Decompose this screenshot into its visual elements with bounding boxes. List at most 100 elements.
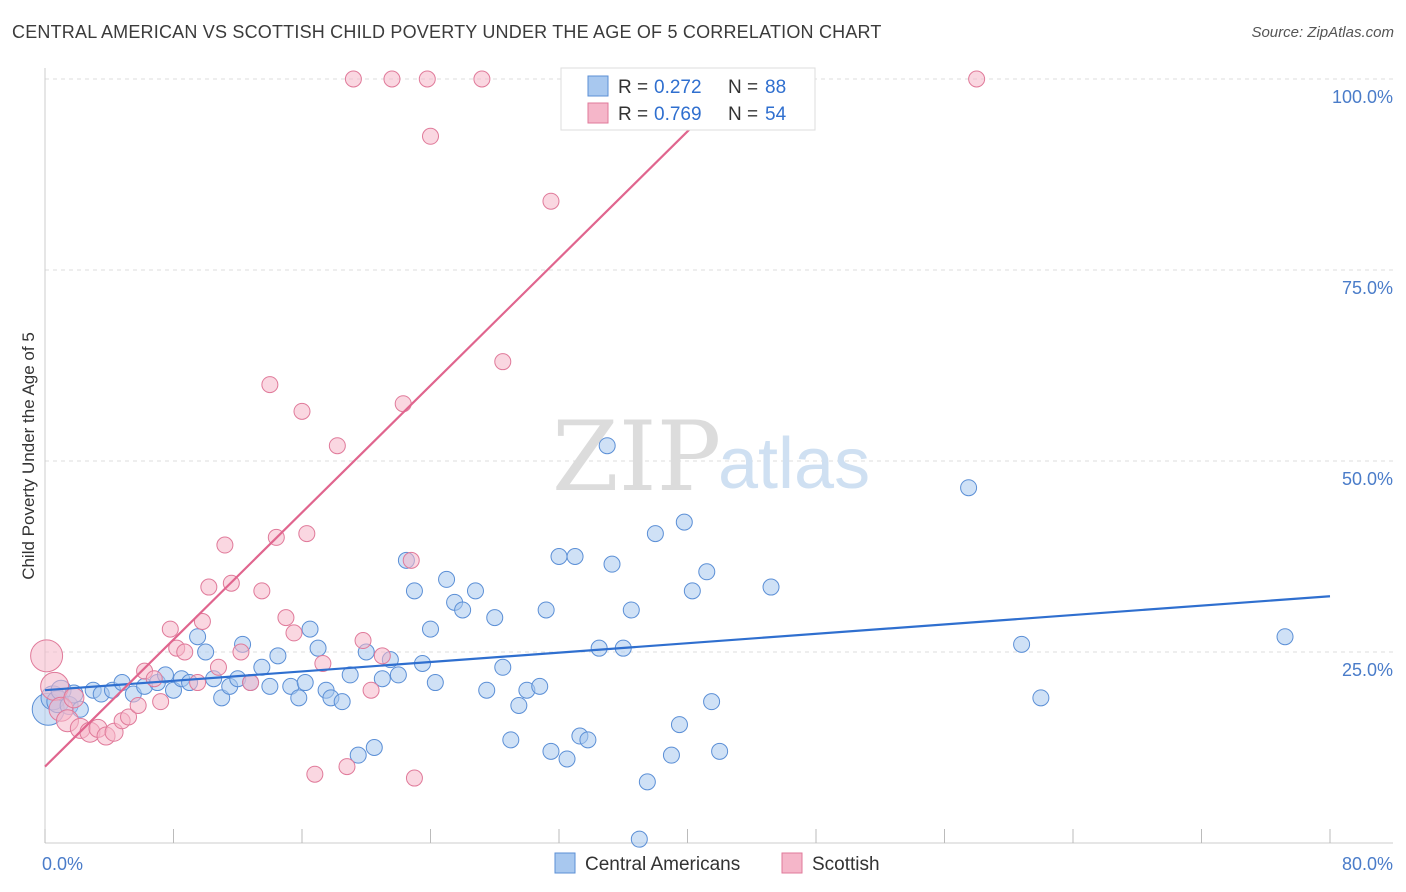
scottish-point-48 [473, 70, 491, 88]
scottish-point-49 [494, 353, 512, 371]
scottish-point-14 [145, 670, 163, 688]
chart-title: CENTRAL AMERICAN VS SCOTTISH CHILD POVER… [12, 22, 882, 42]
central-americans-point-86 [1276, 628, 1294, 646]
legend-r-label-2: R = [618, 104, 648, 125]
central-americans-point-76 [670, 716, 688, 734]
scottish-point-44 [402, 551, 420, 569]
scottish-point-37 [338, 758, 356, 776]
central-americans-point-61 [542, 742, 560, 760]
scottish-point-28 [261, 376, 279, 394]
central-americans-point-30 [290, 689, 308, 707]
central-americans-point-52 [466, 582, 484, 600]
x-tick-label-0: 0.0% [42, 854, 83, 874]
bottom-legend-swatch-pink [781, 852, 803, 874]
central-americans-point-84 [1013, 635, 1031, 653]
scottish-point-35 [314, 654, 332, 672]
central-americans-point-82 [762, 578, 780, 596]
bottom-legend-central-americans: Central Americans [585, 854, 740, 875]
scottish-point-21 [200, 578, 218, 596]
scottish-point-15 [152, 693, 170, 711]
central-americans-point-71 [622, 601, 640, 619]
y-tick-label-1: 50.0% [1342, 469, 1393, 489]
legend-r-label-1: R = [618, 77, 648, 98]
legend-n-label-1: N = [728, 77, 758, 98]
trend-lines [44, 78, 1331, 768]
central-americans-point-18 [189, 628, 207, 646]
scottish-trend-line [44, 78, 742, 768]
central-americans-point-27 [261, 677, 279, 695]
scottish-point-46 [418, 70, 436, 88]
central-americans-point-33 [309, 639, 327, 657]
watermark: ZIP atlas [552, 401, 870, 513]
watermark-atlas: atlas [718, 424, 870, 504]
scottish-point-40 [362, 681, 380, 699]
central-americans-point-43 [389, 666, 407, 684]
legend-swatch-blue [587, 75, 609, 97]
y-tick-labels: 25.0% 50.0% 75.0% 100.0% [1332, 87, 1393, 680]
scottish-point-26 [242, 674, 260, 692]
central-americans-point-56 [502, 731, 520, 749]
central-americans-point-55 [494, 658, 512, 676]
scottish-point-50 [542, 192, 560, 210]
central-americans-point-60 [537, 601, 555, 619]
central-americans-point-78 [683, 582, 701, 600]
y-tick-label-0: 25.0% [1342, 660, 1393, 680]
central-americans-point-57 [510, 696, 528, 714]
central-americans-point-63 [558, 750, 576, 768]
y-axis-label: Child Poverty Under the Age of 5 [19, 332, 38, 580]
central-americans-point-62 [550, 548, 568, 565]
central-americans-point-19 [197, 643, 215, 661]
central-americans-point-68 [598, 437, 616, 455]
central-americans-point-74 [646, 525, 664, 543]
scottish-point-47 [422, 127, 439, 145]
legend: R = 0.272 N = 88 R = 0.769 N = 54 [560, 67, 816, 131]
central-americans-point-38 [349, 746, 367, 764]
scottish-point-11 [120, 708, 138, 726]
scottish-point-22 [209, 658, 227, 676]
scottish-point-4 [63, 687, 85, 709]
x-tick-labels: 0.0% 80.0% [42, 854, 1393, 874]
central-americans-point-83 [960, 479, 978, 497]
central-americans-point-64 [566, 548, 584, 565]
central-americans-point-73 [630, 830, 648, 848]
legend-r-value-1: 0.272 [654, 77, 702, 98]
central-americans-point-59 [531, 677, 549, 695]
central-americans-point-80 [703, 693, 721, 711]
central-americans-point-79 [698, 563, 716, 581]
scottish-point-20 [193, 612, 211, 630]
central-americans-point-85 [1032, 689, 1050, 707]
legend-swatch-pink [587, 102, 609, 124]
central-americans-point-48 [426, 674, 444, 692]
central-americans-point-72 [638, 773, 656, 791]
central-americans-point-31 [296, 674, 314, 692]
scottish-point-0 [30, 639, 64, 673]
scottish-point-45 [405, 769, 423, 787]
legend-n-value-2: 54 [765, 104, 787, 125]
central-americans-point-36 [333, 693, 351, 711]
scottish-point-32 [293, 402, 311, 420]
series-scottish [30, 70, 986, 787]
central-americans-point-75 [662, 746, 680, 764]
scottish-point-12 [129, 696, 147, 714]
central-americans-point-51 [454, 601, 472, 619]
central-americans-point-53 [478, 681, 496, 699]
central-americans-trend-line [44, 595, 1331, 692]
legend-r-value-2: 0.769 [654, 104, 702, 125]
central-americans-point-54 [486, 609, 504, 627]
central-americans-point-69 [603, 555, 621, 573]
scottish-point-41 [373, 647, 391, 665]
central-americans-point-40 [365, 739, 383, 756]
central-americans-point-66 [579, 731, 597, 749]
x-tick-label-1: 80.0% [1342, 854, 1393, 874]
legend-n-value-1: 88 [765, 77, 786, 98]
legend-n-label-2: N = [728, 104, 758, 125]
watermark-zip: ZIP [552, 401, 721, 513]
scottish-point-16 [161, 620, 179, 638]
central-americans-point-45 [405, 582, 423, 600]
y-tick-label-2: 75.0% [1342, 278, 1393, 298]
scottish-point-30 [277, 609, 295, 627]
bottom-legend: Central Americans Scottish [554, 852, 880, 875]
scottish-point-18 [176, 643, 194, 661]
source-credit: Source: ZipAtlas.com [1251, 24, 1394, 41]
